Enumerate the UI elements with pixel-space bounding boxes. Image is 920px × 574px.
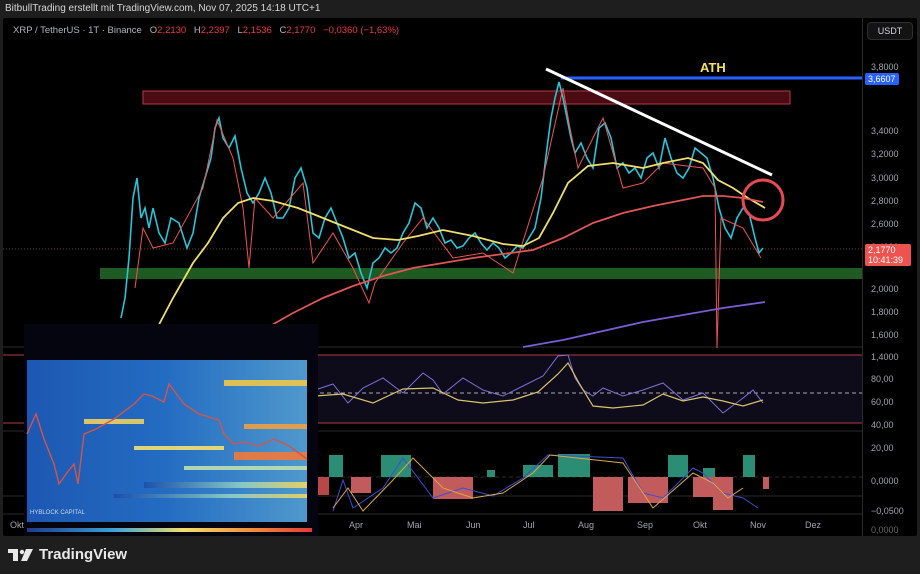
descending-trendline	[545, 67, 773, 177]
time-label: Okt	[693, 520, 708, 530]
price-axis[interactable]	[862, 18, 917, 536]
change-value: −0,0360 (−1,63%)	[323, 25, 400, 36]
price-tick: 1,8000	[871, 307, 899, 317]
time-label: Sep	[637, 520, 654, 530]
price-chart[interactable]	[3, 18, 917, 536]
price-tick: 2,6000	[871, 219, 899, 229]
price-tick: 2,8000	[871, 196, 899, 206]
liquidation-heatmap-inset: HYBLOCK CAPITAL	[24, 324, 318, 536]
rsi-ma-line	[314, 361, 764, 409]
high-label: H	[193, 25, 201, 36]
macd-histogram	[315, 454, 769, 511]
price-tick: 3,0000	[871, 173, 899, 183]
ema-red	[237, 195, 764, 348]
macd-tick: 0,0000	[871, 525, 899, 535]
last-price: 2,1770	[868, 245, 896, 255]
high-value: 2,2397	[200, 25, 230, 36]
price-tick: 1,6000	[871, 330, 899, 340]
macd-signal	[332, 454, 744, 512]
time-label: Apr	[349, 520, 364, 530]
crossover-circle	[741, 178, 785, 222]
time-label: Aug	[578, 520, 595, 530]
chart-frame[interactable]: XRP / TetherUS · 1T · Binance O2,2130 H2…	[3, 18, 917, 536]
price-tick: 1,4000	[871, 352, 899, 362]
resistance-zone	[142, 90, 791, 105]
time-label: Dez	[805, 520, 822, 530]
heatmap-image: HYBLOCK CAPITAL	[26, 360, 312, 532]
price-tick: 3,2000	[871, 149, 899, 159]
time-label: Mai	[407, 520, 422, 530]
ath-label: ATH	[700, 60, 726, 75]
time-label: Nov	[750, 520, 767, 530]
time-label: Jun	[466, 520, 481, 530]
tradingview-logo-icon	[8, 548, 33, 561]
rsi-tick: 20,00	[871, 443, 894, 453]
macd-tick: 0,0000	[871, 476, 899, 486]
time-label: Okt	[10, 520, 25, 530]
price-tick: 2,0000	[871, 284, 899, 294]
candles	[120, 81, 764, 349]
ema-purple	[522, 301, 766, 348]
low-value: 2,1536	[242, 25, 272, 36]
close-label: C	[279, 25, 287, 36]
ath-price-badge: 3,6607	[865, 73, 899, 85]
symbol-legend: XRP / TetherUS · 1T · Binance O2,2130 H2…	[13, 25, 404, 36]
price-tick: 3,8000	[871, 62, 899, 72]
close-value: 2,1770	[286, 25, 316, 36]
time-label: Jul	[523, 520, 535, 530]
last-price-badge: 2,1770 10:41:39	[865, 244, 911, 266]
rsi-tick: 40,00	[871, 420, 894, 430]
bar-countdown: 10:41:39	[868, 255, 904, 265]
heatmap-watermark: HYBLOCK CAPITAL	[30, 510, 86, 516]
tradingview-brand: TradingView	[39, 546, 128, 563]
tradingview-logo[interactable]: TradingView	[8, 546, 127, 563]
rsi-tick: 60,00	[871, 397, 894, 407]
price-tick: 3,4000	[871, 126, 899, 136]
macd-line	[332, 454, 759, 512]
symbol-name[interactable]: XRP / TetherUS · 1T · Binance	[13, 25, 142, 36]
macd-tick: −0,0500	[871, 506, 904, 516]
rsi-line	[314, 354, 764, 414]
chart-caption: BitbullTrading erstellt mit TradingView.…	[5, 3, 321, 14]
currency-button[interactable]: USDT	[867, 22, 913, 40]
rsi-tick: 80,00	[871, 374, 894, 384]
ema-yellow	[152, 157, 766, 337]
open-value: 2,2130	[157, 25, 187, 36]
support-zone	[100, 268, 862, 279]
open-label: O	[149, 25, 158, 36]
low-label: L	[237, 25, 243, 36]
